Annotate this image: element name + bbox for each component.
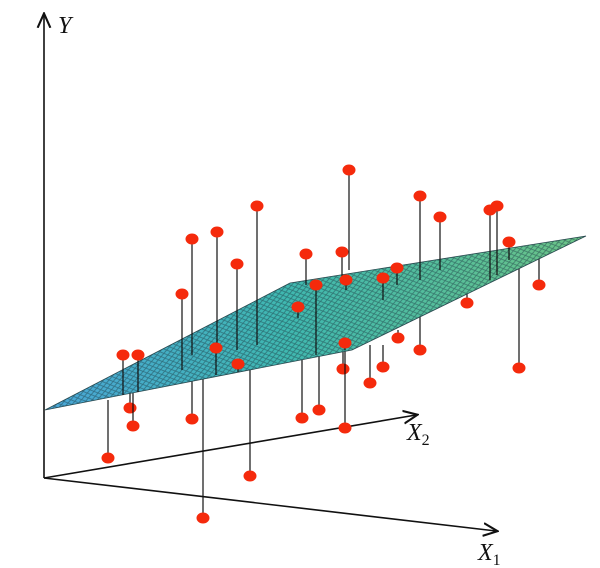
observation-point — [116, 349, 130, 361]
x1-label-sub: 1 — [493, 552, 501, 568]
observation-point — [532, 279, 546, 291]
observation-point — [336, 363, 350, 375]
observation-point — [376, 361, 390, 373]
x2-label-base: X — [406, 420, 423, 446]
observation-point — [185, 413, 199, 425]
observation-point — [342, 164, 356, 176]
x1-axis — [43, 477, 496, 531]
observation-point — [295, 412, 309, 424]
observation-point — [299, 248, 313, 260]
observation-point — [502, 236, 516, 248]
points-above-plane — [116, 164, 516, 395]
observation-point — [335, 246, 349, 258]
axes — [44, 15, 496, 531]
observation-point — [131, 349, 145, 361]
observation-point — [413, 344, 427, 356]
observation-point — [490, 200, 504, 212]
x2-axis — [43, 415, 416, 479]
y-axis-label: Y — [58, 13, 74, 39]
observation-point — [250, 200, 264, 212]
observation-point — [339, 274, 353, 286]
x2-axis-label: X2 — [406, 420, 430, 449]
observation-point — [209, 342, 223, 354]
observation-point — [101, 452, 115, 464]
observation-point — [512, 362, 526, 374]
observation-point — [210, 226, 224, 238]
observation-point — [126, 420, 140, 432]
x1-label-base: X — [477, 540, 494, 566]
observation-point — [338, 422, 352, 434]
points-below-plane — [101, 255, 546, 524]
observation-point — [243, 470, 257, 482]
observation-point — [312, 404, 326, 416]
observation-point — [196, 512, 210, 524]
observation-point — [175, 288, 189, 300]
observation-point — [363, 377, 377, 389]
observation-point — [376, 272, 390, 284]
observation-point — [433, 211, 447, 223]
observation-point — [460, 297, 474, 309]
observation-point — [338, 337, 352, 349]
observation-point — [291, 301, 305, 313]
observation-point — [413, 190, 427, 202]
x2-label-sub: 2 — [422, 432, 430, 449]
observation-point — [230, 258, 244, 270]
observation-point — [390, 262, 404, 274]
observation-point — [309, 279, 323, 291]
observation-point — [123, 402, 137, 414]
observation-point — [185, 233, 199, 245]
observation-point — [391, 332, 405, 344]
x1-axis-label: X1 — [477, 540, 501, 568]
observation-point — [231, 358, 245, 370]
